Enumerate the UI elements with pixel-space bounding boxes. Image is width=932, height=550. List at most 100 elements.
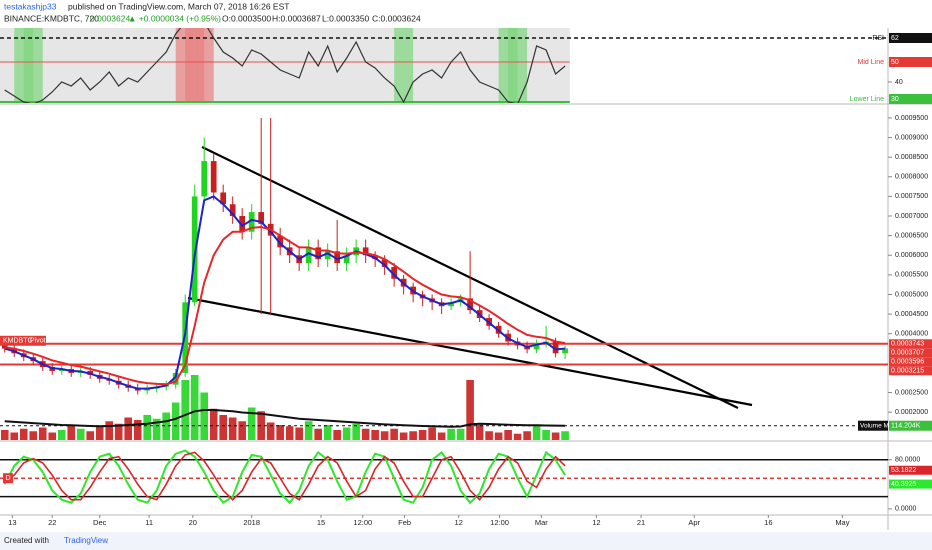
volume-bar (428, 427, 436, 440)
volume-bar (105, 421, 114, 440)
candle-body (448, 302, 454, 307)
volume-bar (447, 428, 455, 440)
x-tick-label: 12:00 (353, 518, 372, 527)
x-tick-label: 12 (592, 518, 600, 527)
volume-bar (10, 432, 19, 440)
mid-box (889, 57, 932, 67)
volume-bar (48, 432, 57, 440)
volume-bar (19, 428, 28, 440)
rsi-value: 62 (891, 35, 899, 42)
volume-bar (466, 380, 474, 440)
volume-bar (152, 418, 161, 440)
volume-bar (333, 430, 341, 440)
x-tick-label: 16 (764, 518, 772, 527)
volume-bar (114, 423, 123, 440)
stoch-d-box (889, 465, 932, 475)
candle-body (362, 247, 369, 256)
pivot-tag: Pivot (30, 338, 46, 345)
volume-bar (542, 430, 550, 440)
volume-bar (95, 426, 104, 440)
volume-bar (380, 431, 389, 440)
volume-bar (0, 430, 9, 440)
volume-bar (456, 428, 465, 440)
stoch-label: D (6, 475, 11, 482)
volume-bar (352, 423, 360, 440)
mid-value: 50 (891, 59, 899, 66)
rsi-line (4, 28, 566, 103)
y-tick-label: 0.0005000 (895, 291, 928, 298)
volume-bar (143, 415, 152, 440)
y-tick-label: 0.0002500 (895, 389, 928, 396)
volume-ma-name: Volume MA (860, 422, 894, 429)
x-tick-label: 15 (317, 518, 325, 527)
candle-body (324, 251, 331, 260)
volume-bar (86, 431, 95, 440)
rsi-tick-label: 40 (895, 79, 903, 86)
volume-bar (504, 430, 512, 440)
price-level-tag (889, 366, 932, 376)
volume-bar (295, 427, 303, 440)
y-tick-label: 0.0006500 (895, 232, 928, 239)
x-tick-label: 2018 (243, 518, 260, 527)
overbought-zone (194, 28, 214, 103)
stoch-label-box (3, 473, 13, 484)
x-tick-label: 12 (455, 518, 463, 527)
candle-body (391, 267, 397, 279)
price-level-tag (889, 357, 932, 367)
footer-brand[interactable]: TradingView (64, 536, 108, 545)
stoch-tick-label: 80.0000 (895, 457, 920, 464)
price-level-label: 0.0003707 (891, 350, 924, 357)
stoch-k-box (889, 479, 932, 489)
change: ▲ +0.0000034 (+0.95%) (128, 13, 221, 23)
ohlc-close: C:0.0003624 (372, 13, 421, 23)
candle-body (277, 235, 284, 248)
volume-bar (437, 432, 446, 440)
candle-body (467, 298, 473, 311)
volume-bar (266, 422, 275, 440)
pane (0, 117, 888, 440)
stoch-k-value: 40.3925 (891, 481, 916, 488)
volume-bar (190, 375, 199, 440)
candle-body (201, 161, 208, 197)
volume-bar (551, 432, 560, 440)
x-tick-label: 11 (145, 518, 153, 527)
price-level-label: 0.0003215 (891, 368, 924, 375)
volume-ma-value-box (889, 420, 932, 431)
footer-text: Created with (4, 536, 49, 545)
stoch-k (3, 449, 566, 505)
y-tick-label: 0.0006000 (895, 252, 928, 259)
candle-body (552, 341, 559, 354)
stoch-d-value: 53.1822 (891, 467, 916, 474)
volume-bar (494, 432, 503, 440)
candle-body (172, 372, 179, 385)
volume-bar (200, 392, 208, 440)
x-tick-label: May (835, 518, 849, 527)
price-level-label: 0.0003596 (891, 359, 924, 366)
candle-body (533, 343, 540, 350)
volume-bar (532, 425, 541, 440)
author[interactable]: testakashjp33 (4, 1, 57, 11)
x-tick-label: 21 (637, 518, 645, 527)
lower-box (889, 94, 932, 104)
last-price: 0.0003624 (90, 13, 130, 23)
x-tick-label: Feb (398, 518, 411, 527)
oversold-zone (394, 28, 414, 103)
candle-body (258, 212, 265, 224)
y-tick-label: 0.0008000 (895, 174, 928, 181)
volume-bar (475, 425, 484, 440)
volume-bar (124, 417, 133, 440)
moving-average (4, 195, 566, 390)
y-tick-label: 0.0004000 (895, 331, 928, 338)
x-tick-label: 13 (8, 518, 16, 527)
y-tick-label: 0.0009000 (895, 134, 928, 141)
volume-bar (29, 431, 38, 440)
volume-bar (523, 431, 531, 440)
price-level-tag (889, 348, 932, 358)
ohlc-open: O:0.0003500 (222, 13, 271, 23)
volume-bar (171, 402, 180, 440)
volume-ma-value: 114.204K (891, 423, 921, 430)
symbol: BINANCE:KMDBTC, 720 (4, 13, 99, 23)
candle-body (239, 216, 246, 232)
stoch-tick-label: 0.0000 (895, 506, 917, 513)
